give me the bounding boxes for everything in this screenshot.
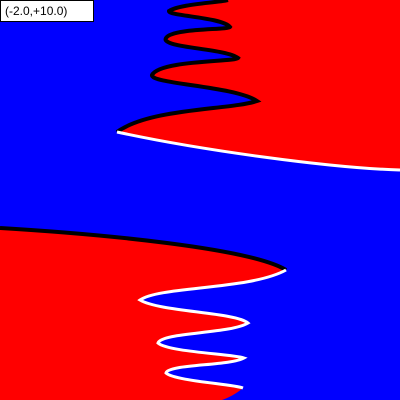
upper-boundary-dark <box>115 0 262 134</box>
upper-red-region <box>117 0 400 170</box>
coordinate-readout: (-2.0,+10.0) <box>0 0 94 22</box>
lower-red-region <box>0 228 286 400</box>
lower-boundary-dark <box>0 226 288 272</box>
lower-boundary-light <box>137 268 287 390</box>
upper-boundary-light <box>116 130 400 172</box>
